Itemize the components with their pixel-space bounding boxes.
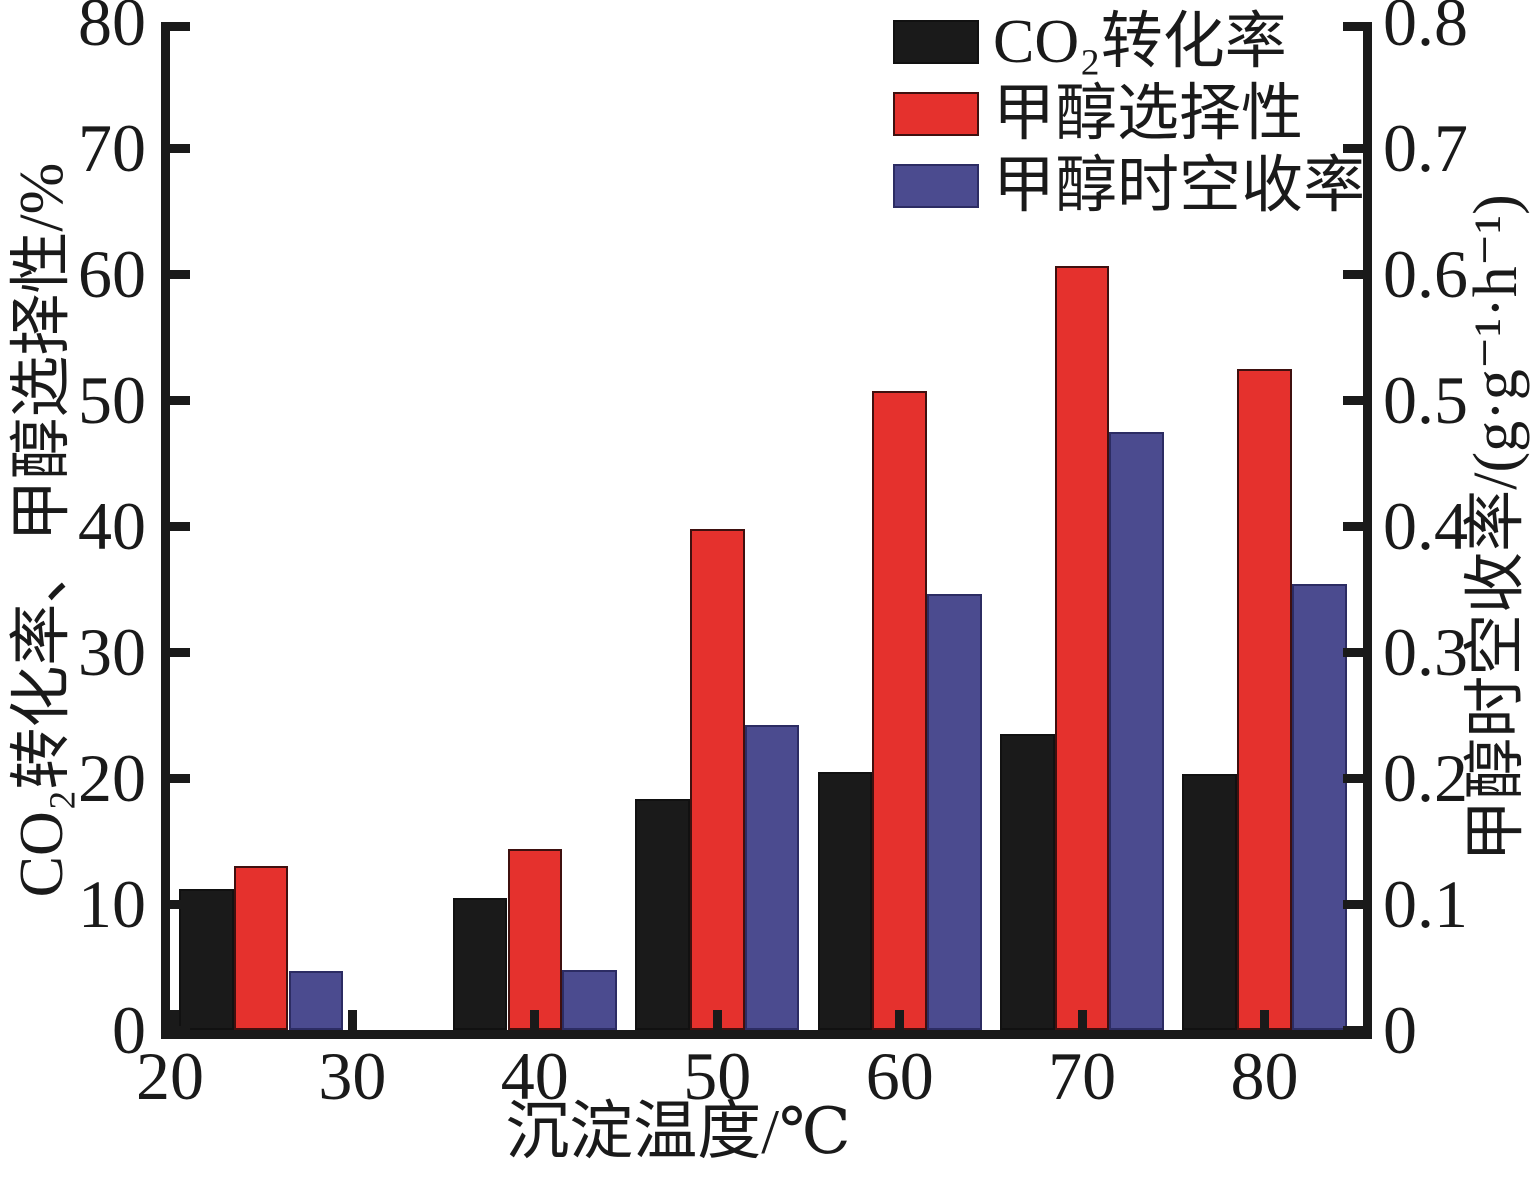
bar-methanol-selectivity-20 bbox=[233, 866, 289, 1030]
bar-methanol-selectivity-60 bbox=[872, 391, 927, 1030]
y-left-tick-30 bbox=[170, 647, 190, 657]
x-tick-label-40: 40 bbox=[500, 1038, 569, 1114]
bar-methanol-selectivity-40 bbox=[507, 848, 563, 1030]
bar-co2-conversion-60 bbox=[817, 771, 873, 1030]
y-left-tick-label-40: 40 bbox=[78, 488, 146, 564]
x-axis-title: 沉淀温度/℃ bbox=[505, 1096, 851, 1167]
x-tick-60 bbox=[895, 1010, 905, 1030]
y-right-tick-0.8 bbox=[1343, 22, 1363, 31]
bar-methanol-sty-40 bbox=[562, 969, 617, 1030]
bar-co2-conversion-80 bbox=[1182, 774, 1238, 1030]
legend-item-co2-conversion: CO₂转化率 bbox=[893, 6, 1365, 78]
x-tick-50 bbox=[712, 1010, 722, 1030]
plot-area: 0 10 20 30 40 50 60 70 80 0 0.1 0.2 0.3 0.4 0.5 0.6 0.7 0… bbox=[78, 0, 1468, 1110]
x-tick-70 bbox=[1077, 1010, 1087, 1030]
legend: CO₂转化率 甲醇选择性 甲醇时空收率 bbox=[893, 6, 1365, 222]
legend-swatch-co2-conversion bbox=[893, 20, 979, 64]
y-left-tick-label-80: 80 bbox=[78, 0, 146, 60]
y-right-tick-label-0.1: 0.1 bbox=[1383, 866, 1468, 942]
x-tick-label-60: 60 bbox=[865, 1038, 934, 1114]
legend-label-methanol-sty: 甲醇时空收率 bbox=[993, 152, 1366, 220]
y-left-tick-70 bbox=[170, 143, 190, 153]
y-right-tick-label-0.5: 0.5 bbox=[1383, 362, 1468, 438]
y-right-tick-label-0.7: 0.7 bbox=[1383, 110, 1468, 186]
legend-swatch-methanol-selectivity bbox=[893, 92, 979, 136]
bar-methanol-sty-60 bbox=[927, 594, 982, 1030]
x-tick-20 bbox=[170, 1010, 179, 1030]
bar-methanol-selectivity-70 bbox=[1054, 266, 1110, 1030]
y-right-tick-label-0.2: 0.2 bbox=[1383, 740, 1468, 816]
y-axis-title-left: CO₂转化率、甲醇选择性/% bbox=[8, 162, 76, 898]
y-left-tick-label-30: 30 bbox=[78, 614, 146, 690]
x-tick-label-20: 20 bbox=[136, 1038, 204, 1114]
y-left-tick-label-0: 0 bbox=[112, 992, 146, 1068]
bar-co2-conversion-40 bbox=[452, 897, 508, 1030]
y-right-tick-0.3 bbox=[1343, 647, 1363, 657]
y-right-tick-0.7 bbox=[1343, 143, 1363, 153]
legend-item-methanol-sty: 甲醇时空收率 bbox=[893, 150, 1365, 222]
y-left-tick-60 bbox=[170, 269, 190, 279]
y-left-tick-label-70: 70 bbox=[78, 110, 146, 186]
x-tick-40 bbox=[530, 1010, 540, 1030]
bar-methanol-selectivity-50 bbox=[689, 528, 745, 1030]
bar-co2-conversion-20 bbox=[179, 888, 234, 1030]
bar-methanol-sty-70 bbox=[1109, 431, 1165, 1030]
bar-methanol-sty-50 bbox=[744, 725, 800, 1030]
y-left-tick-label-60: 60 bbox=[78, 236, 146, 312]
x-tick-label-50: 50 bbox=[683, 1038, 752, 1114]
y-right-tick-0.4 bbox=[1343, 521, 1363, 531]
y-left-tick-10 bbox=[170, 899, 190, 909]
y-left-tick-label-20: 20 bbox=[78, 740, 146, 816]
y-left-tick-0 bbox=[170, 1025, 190, 1035]
bar-methanol-sty-80 bbox=[1291, 584, 1347, 1030]
x-tick-80 bbox=[1260, 1010, 1269, 1030]
legend-swatch-methanol-sty bbox=[893, 164, 979, 208]
y-axis-title-right: 甲醇时空收率/(g·g⁻¹·h⁻¹) bbox=[1462, 194, 1530, 862]
bar-co2-conversion-50 bbox=[635, 799, 690, 1030]
y-left-tick-20 bbox=[170, 773, 190, 783]
legend-item-methanol-selectivity: 甲醇选择性 bbox=[893, 78, 1365, 150]
x-tick-label-80: 80 bbox=[1230, 1038, 1299, 1114]
legend-label-methanol-selectivity: 甲醇选择性 bbox=[993, 80, 1304, 148]
legend-label-co2-conversion: CO₂转化率 bbox=[993, 8, 1287, 76]
y-left-tick-40 bbox=[170, 521, 190, 531]
y-right-tick-0.6 bbox=[1343, 269, 1363, 279]
y-right-tick-0 bbox=[1343, 1025, 1363, 1035]
y-right-tick-label-0.6: 0.6 bbox=[1383, 236, 1468, 312]
y-right-tick-label-0: 0 bbox=[1383, 992, 1417, 1068]
bar-methanol-selectivity-80 bbox=[1237, 368, 1292, 1030]
x-tick-label-70: 70 bbox=[1048, 1038, 1117, 1114]
y-right-tick-0.5 bbox=[1343, 395, 1363, 405]
y-right-tick-0.1 bbox=[1343, 899, 1363, 909]
y-right-tick-0.2 bbox=[1343, 773, 1363, 783]
y-right-tick-label-0.3: 0.3 bbox=[1383, 614, 1468, 690]
y-left-tick-label-10: 10 bbox=[78, 866, 146, 942]
y-left-tick-label-50: 50 bbox=[78, 362, 146, 438]
y-left-tick-50 bbox=[170, 395, 190, 405]
bar-methanol-sty-20 bbox=[288, 970, 344, 1030]
y-left-tick-80 bbox=[170, 22, 190, 31]
y-right-tick-label-0.4: 0.4 bbox=[1383, 488, 1468, 564]
y-right-tick-label-0.8: 0.8 bbox=[1383, 0, 1468, 60]
bar-co2-conversion-70 bbox=[1000, 733, 1055, 1030]
x-tick-label-30: 30 bbox=[318, 1038, 387, 1114]
x-tick-30 bbox=[347, 1010, 357, 1030]
